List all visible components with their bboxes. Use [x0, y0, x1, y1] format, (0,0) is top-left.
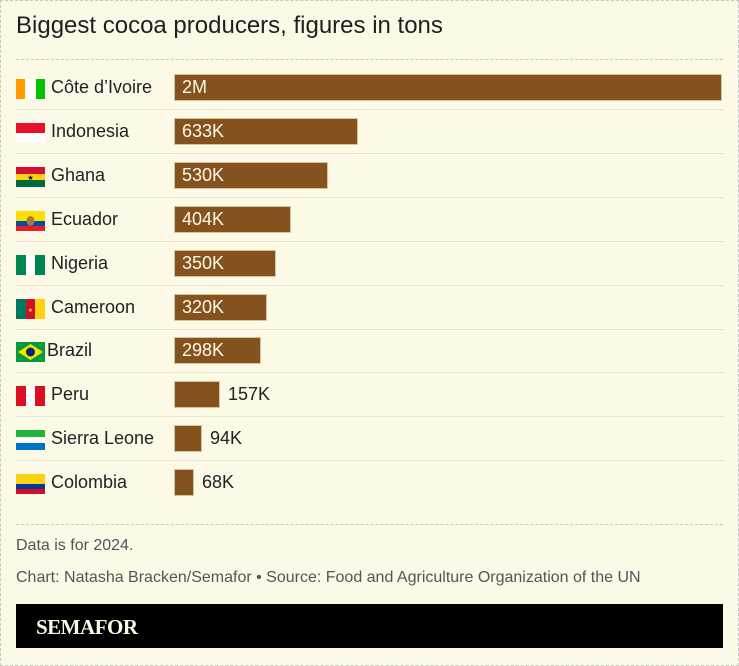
source-credit: Chart: Natasha Bracken/Semafor • Source:…: [16, 569, 641, 586]
value-label: 530K: [182, 165, 225, 185]
bar-row: Indonesia 633K: [16, 110, 723, 154]
bar-row: Peru 157K: [16, 373, 723, 417]
flag-colombia-icon: [16, 474, 45, 494]
flag-sierra-leone-icon: [16, 430, 45, 450]
bar: 633K: [174, 118, 358, 145]
flag-ecuador-icon: [16, 211, 45, 231]
row-separator: [16, 240, 723, 242]
row-separator: [16, 284, 723, 286]
bar-row: Nigeria 350K: [16, 242, 723, 286]
svg-text:★: ★: [28, 307, 33, 314]
bar: 2M: [174, 74, 722, 101]
row-separator: [16, 108, 723, 110]
bar: [174, 469, 194, 496]
country-label: Nigeria: [51, 253, 109, 273]
bar: 530K: [174, 162, 328, 189]
country-label: Côte d’Ivoire: [51, 77, 153, 97]
country-label: Cameroon: [51, 297, 136, 317]
svg-text:★: ★: [27, 174, 33, 182]
flag-cameroon-icon: ★: [16, 299, 45, 319]
bar-row: Ecuador 404K: [16, 198, 723, 242]
bar-row: Côte d’Ivoire 2M: [16, 66, 723, 110]
value-label: 68K: [202, 472, 235, 492]
brand-footer: SEMAFOR: [16, 604, 723, 648]
bar-row: Sierra Leone 94K: [16, 417, 723, 461]
country-label: Ghana: [51, 165, 106, 185]
value-label: 404K: [182, 209, 225, 229]
bar-row: ★ Cameroon 320K: [16, 286, 723, 330]
row-separator: [16, 459, 723, 461]
value-label: 94K: [210, 428, 243, 448]
data-note: Data is for 2024.: [16, 537, 134, 554]
bar: 350K: [174, 250, 276, 277]
bar-row: ★ Ghana 530K: [16, 154, 723, 198]
value-label: 157K: [228, 384, 271, 404]
flag-indonesia-icon: [16, 123, 45, 143]
divider: [16, 59, 723, 60]
value-label: 320K: [182, 297, 225, 317]
flag-cote-divoire-icon: [16, 79, 45, 99]
flag-nigeria-icon: [16, 255, 45, 275]
country-label: Brazil: [47, 340, 93, 360]
bar: 404K: [174, 206, 291, 233]
value-label: 350K: [182, 253, 225, 273]
chart-title: Biggest cocoa producers, figures in tons: [16, 12, 443, 39]
bar-row: Brazil 298K: [16, 329, 723, 373]
country-label: Indonesia: [51, 121, 130, 141]
country-label: Ecuador: [51, 209, 119, 229]
bar: [174, 381, 220, 408]
bar: 320K: [174, 294, 267, 321]
value-label: 298K: [182, 340, 225, 360]
bar: [174, 425, 202, 452]
row-separator: [16, 196, 723, 198]
value-label: 2M: [182, 77, 208, 97]
country-label: Colombia: [51, 472, 128, 492]
flag-ghana-icon: ★: [16, 167, 45, 187]
bar-row: Colombia 68K: [16, 461, 723, 505]
value-label: 633K: [182, 121, 225, 141]
divider: [16, 524, 723, 525]
row-separator: [16, 328, 723, 330]
country-label: Peru: [51, 384, 90, 404]
row-separator: [16, 371, 723, 373]
semafor-logo: SEMAFOR: [36, 615, 138, 639]
row-separator: [16, 152, 723, 154]
flag-peru-icon: [16, 386, 45, 406]
row-separator: [16, 415, 723, 417]
flag-brazil-icon: [16, 342, 45, 362]
country-label: Sierra Leone: [51, 428, 155, 448]
bar: 298K: [174, 337, 261, 364]
